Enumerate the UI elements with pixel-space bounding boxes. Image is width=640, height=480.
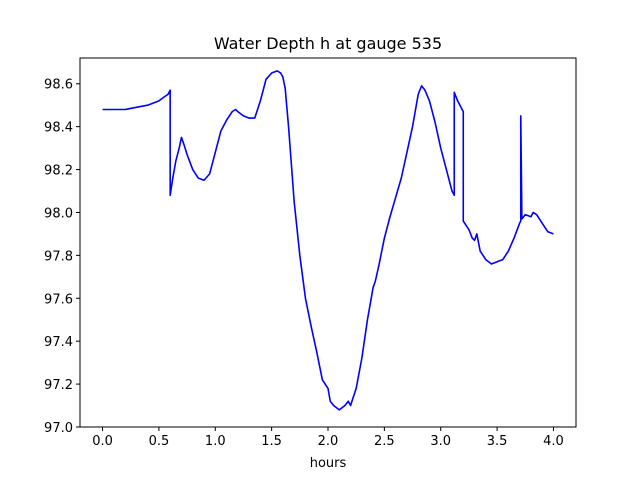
y-tick-label: 97.8	[44, 249, 73, 264]
y-tick-label: 98.2	[44, 164, 73, 179]
x-tick-label: 2.5	[374, 434, 395, 449]
x-tick-label: 4.0	[543, 434, 564, 449]
x-tick-label: 3.0	[430, 434, 451, 449]
y-tick-label: 97.2	[44, 378, 73, 393]
y-tick-label: 98.0	[44, 206, 73, 221]
x-tick-label: 3.5	[487, 434, 508, 449]
x-tick-label: 1.0	[205, 434, 226, 449]
y-tick-label: 97.4	[44, 335, 73, 350]
x-tick-label: 2.0	[318, 434, 339, 449]
x-tick-label: 0.0	[92, 434, 113, 449]
y-tick-label: 97.0	[44, 421, 73, 436]
x-tick-label: 0.5	[149, 434, 170, 449]
plot-area: 0.0 0.5 1.0 1.5 2.0 2.5 3.0 3.5 4.0 97.0 97.2 97.4 9…	[44, 57, 577, 449]
y-tick-label: 97.6	[44, 292, 73, 307]
series-line-0	[102, 70, 554, 411]
y-tick-label: 98.6	[44, 78, 73, 93]
x-tick-label: 1.5	[261, 434, 282, 449]
y-tick-label: 98.4	[44, 121, 73, 136]
chart-title: Water Depth h at gauge 535	[214, 34, 442, 53]
x-axis-label: hours	[310, 456, 347, 471]
